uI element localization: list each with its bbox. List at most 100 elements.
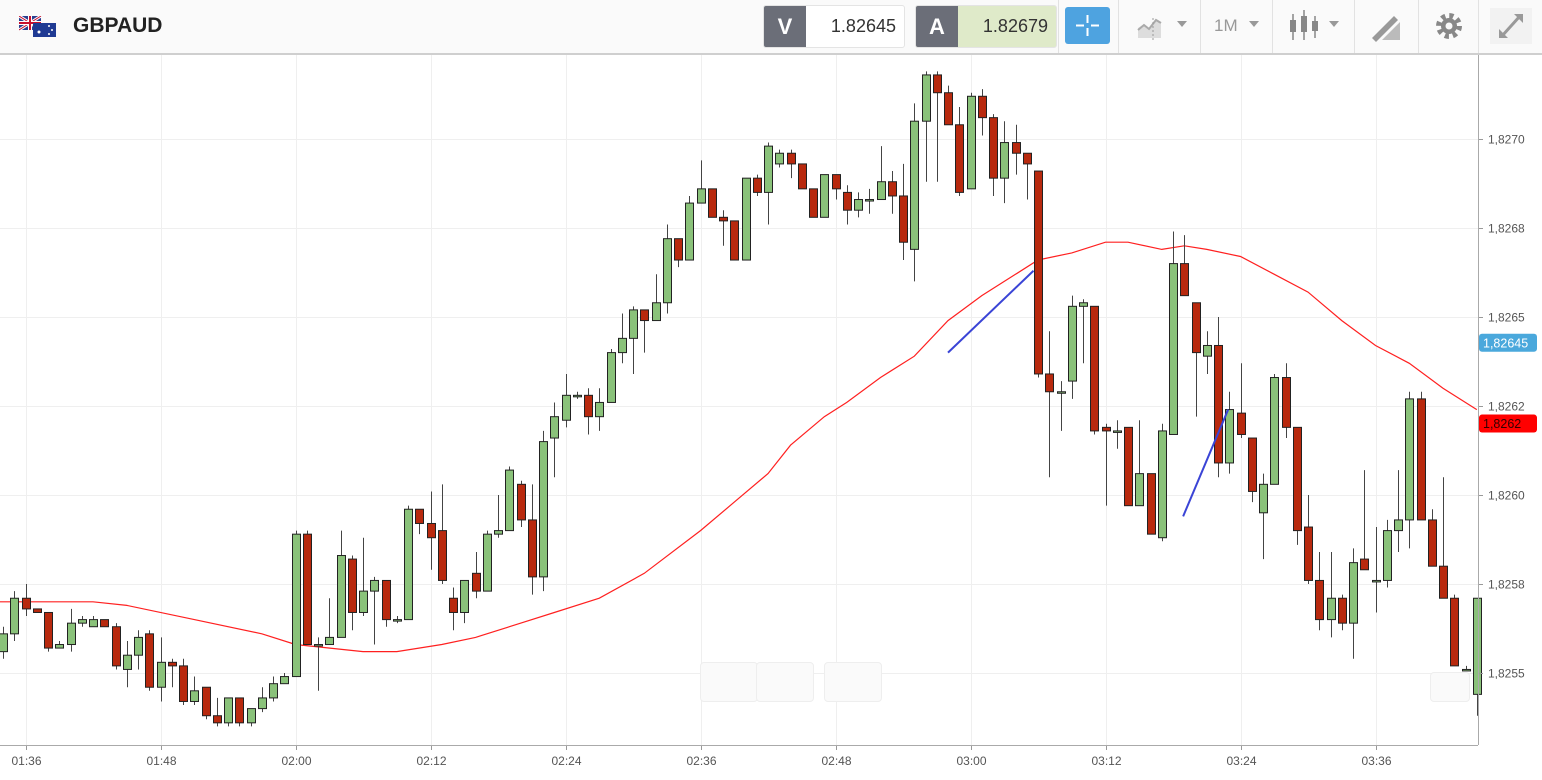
- candle-body-up: [1372, 579, 1381, 583]
- candle-body-up: [67, 622, 76, 646]
- candle: [449, 587, 458, 631]
- chart-type-button[interactable]: [1135, 8, 1195, 44]
- candle-body-up: [618, 337, 627, 354]
- candle-body-down: [674, 238, 683, 261]
- candle: [989, 114, 998, 196]
- divider: [1058, 0, 1059, 53]
- sell-price-button[interactable]: V 1.82645: [763, 5, 905, 48]
- candle-body-down: [427, 522, 436, 539]
- candle-body-up: [157, 661, 166, 688]
- chart-overlay-button-right[interactable]: [756, 662, 814, 702]
- candle-body-up: [1473, 597, 1482, 695]
- settings-button[interactable]: [1432, 8, 1468, 44]
- candle: [1473, 597, 1482, 716]
- chevron-down-icon: [1177, 21, 1187, 27]
- y-tick-label: 1,8270: [1488, 133, 1525, 147]
- candle-body-down: [798, 163, 807, 190]
- candle-body-down: [303, 533, 312, 646]
- candle: [775, 149, 784, 168]
- candle: [1012, 124, 1021, 175]
- buy-price: 1.82679: [982, 16, 1048, 36]
- candle-body-down: [584, 394, 593, 418]
- candle: [157, 637, 166, 702]
- candle: [877, 146, 886, 201]
- candle-body-up: [1394, 519, 1403, 532]
- candle-body-down: [1045, 373, 1054, 393]
- candle: [505, 466, 514, 532]
- candle: [719, 210, 728, 246]
- candle: [562, 373, 571, 428]
- moving-average-tag-bg: [1479, 414, 1537, 433]
- candle: [753, 174, 762, 196]
- candle-body-up: [258, 697, 267, 710]
- candle-body-up: [460, 579, 469, 613]
- candle: [1180, 235, 1189, 297]
- y-tick-label: 1,8265: [1488, 311, 1525, 325]
- candle-body-down: [719, 216, 728, 222]
- candle-body-up: [1113, 430, 1122, 433]
- current-price-tag: 1,82645: [1479, 333, 1537, 352]
- candle-body-down: [1338, 597, 1347, 624]
- candle-body-down: [1012, 142, 1021, 154]
- candle: [809, 188, 818, 218]
- candle-body-down: [415, 508, 424, 524]
- candle: [67, 608, 76, 652]
- candle-body-down: [933, 74, 942, 94]
- candle-body-up: [55, 644, 64, 649]
- candle-body-down: [1147, 473, 1156, 535]
- candle: [1079, 299, 1088, 364]
- timeframe-dropdown[interactable]: 1M: [1214, 16, 1238, 36]
- candle-body-up: [595, 401, 604, 418]
- candle: [1372, 527, 1381, 613]
- candle-body-down: [213, 715, 222, 724]
- candle-body-up: [1327, 597, 1336, 621]
- candle: [944, 85, 953, 126]
- expand-button[interactable]: [1490, 8, 1532, 44]
- sell-label: V: [764, 6, 806, 47]
- x-tick-label: 02:36: [686, 754, 716, 768]
- drawing-tools-button[interactable]: [1368, 8, 1404, 44]
- candle: [359, 537, 368, 617]
- candle: [708, 188, 717, 218]
- candle-body-up: [190, 690, 199, 702]
- chart-overlay-button[interactable]: [824, 662, 882, 702]
- candle: [1259, 473, 1268, 560]
- y-tick-label: 1,8262: [1488, 400, 1525, 414]
- candle-body-down: [787, 152, 796, 165]
- candle-body-up: [483, 533, 492, 592]
- candle-body-up: [1270, 377, 1279, 485]
- candle-body-up: [1259, 483, 1268, 514]
- candle: [955, 106, 964, 196]
- divider: [1272, 0, 1273, 53]
- candlestick-icon: [1290, 10, 1318, 40]
- candle-body-down: [944, 92, 953, 126]
- candle-body-up: [280, 676, 289, 685]
- buy-price-button[interactable]: A 1.82679: [915, 5, 1057, 48]
- candle-body-down: [730, 220, 739, 261]
- candle-body-up: [539, 441, 548, 578]
- candle-body-up: [865, 199, 874, 202]
- buy-label: A: [916, 6, 958, 47]
- candle: [325, 598, 334, 646]
- chart-overlay-button-left[interactable]: [700, 662, 758, 702]
- candle: [168, 658, 177, 688]
- candle: [1147, 473, 1156, 535]
- candle-body-down: [1090, 305, 1099, 432]
- candle: [1214, 317, 1223, 478]
- candle: [494, 495, 503, 538]
- x-tick-label: 02:48: [821, 754, 851, 768]
- candle: [1282, 363, 1291, 439]
- candle: [280, 673, 289, 685]
- candle-body-up: [404, 508, 413, 621]
- candle: [415, 508, 424, 535]
- candle: [618, 313, 627, 364]
- candle: [1439, 477, 1448, 599]
- candle: [1237, 363, 1246, 439]
- candle-body-up: [10, 597, 19, 635]
- candle-style-button[interactable]: [1287, 8, 1347, 44]
- crosshair-button[interactable]: [1065, 7, 1110, 44]
- candle-body-up: [607, 352, 616, 403]
- candle: [764, 142, 773, 225]
- scroll-to-end-button[interactable]: [1430, 672, 1470, 702]
